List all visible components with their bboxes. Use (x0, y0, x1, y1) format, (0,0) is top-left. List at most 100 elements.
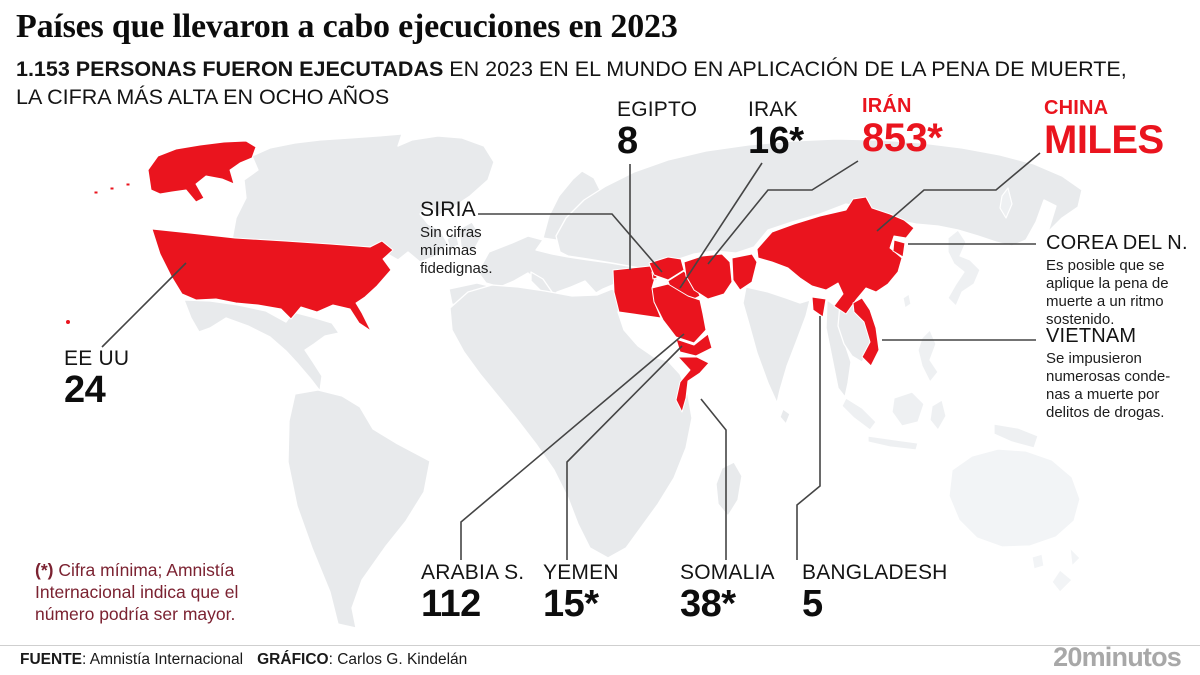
connector-irak (679, 162, 763, 289)
footer-credits: FUENTE: Amnistía Internacional GRÁFICO: C… (20, 651, 467, 669)
landmass-tasmania (1031, 553, 1045, 570)
country-aleutians-1 (93, 190, 99, 195)
landmass-sumatra (841, 397, 877, 431)
country-vietnam (852, 297, 880, 367)
landmass-south-america (287, 389, 431, 629)
callout-egipto: EGIPTO 8 (617, 98, 698, 163)
connector-somalia (700, 398, 727, 560)
page-subtitle: 1.153 PERSONAS FUERON EJECUTADAS EN 2023… (16, 56, 1127, 112)
footer-divider (0, 645, 1200, 646)
callout-eeuu: EE UU 24 (64, 347, 130, 412)
callout-eeuu-value: 24 (64, 369, 106, 412)
landmass-java (867, 435, 919, 451)
callout-somalia-name: SOMALIA (680, 561, 775, 584)
graphic-value: : Carlos G. Kindelán (328, 651, 468, 668)
country-alaska (147, 140, 257, 203)
landmass-philippines (917, 329, 939, 383)
callout-vietnam: VIETNAM Se impusieron numerosas conde- n… (1046, 326, 1170, 422)
country-usa (151, 228, 394, 332)
connector-iran (707, 160, 859, 265)
connector-eeuu (101, 262, 187, 348)
country-iran (683, 253, 733, 300)
landmass-madagascar (715, 461, 743, 517)
callout-irak: IRAK 16* (748, 98, 804, 163)
connector-bangladesh (796, 316, 821, 560)
graphic-label: GRÁFICO (257, 651, 329, 668)
country-aleutians-3 (125, 182, 131, 187)
callout-bangladesh-name: BANGLADESH (802, 561, 948, 584)
country-aleutians-2 (109, 186, 115, 191)
callout-china: CHINA MILES (1044, 98, 1164, 161)
subtitle-line2: LA CIFRA MÁS ALTA EN OCHO AÑOS (16, 84, 390, 109)
callout-bangladesh: BANGLADESH 5 (802, 561, 948, 626)
connector-arabia (460, 333, 685, 560)
callout-corea: COREA DEL N. Es posible que se aplique l… (1046, 233, 1188, 329)
source-label: FUENTE (20, 651, 82, 668)
landmass-new-guinea (993, 423, 1039, 449)
callout-eeuu-name: EE UU (64, 347, 130, 370)
country-china (756, 196, 915, 315)
country-hawaii (65, 319, 71, 325)
subtitle-bold: 1.153 PERSONAS FUERON EJECUTADAS (16, 57, 444, 81)
country-north-korea (892, 239, 906, 258)
landmass-borneo (891, 391, 925, 427)
callout-iran: IRÁN 853* (862, 95, 943, 160)
connector-siria (478, 213, 663, 273)
callout-siria: SIRIA Sin cifras mínimas fidedignas. (420, 198, 493, 278)
callout-corea-note: Es posible que se aplique la pena de mue… (1046, 257, 1169, 328)
country-syria (648, 256, 685, 281)
landmass-ireland (446, 232, 460, 250)
landmass-taiwan (902, 293, 912, 309)
callout-egipto-name: EGIPTO (617, 98, 698, 121)
landmass-sulawesi (929, 399, 947, 431)
country-saudi-arabia (651, 283, 707, 344)
country-bangladesh (811, 296, 827, 318)
connector-china (876, 152, 1041, 232)
landmass-uk (458, 221, 482, 253)
callout-yemen-name: YEMEN (543, 561, 619, 584)
footnote-text: Cifra mínima; Amnistía Internacional ind… (35, 560, 239, 624)
callout-irak-value: 16* (748, 120, 804, 163)
callout-siria-note: Sin cifras mínimas fidedignas. (420, 224, 493, 278)
country-yemen (675, 333, 713, 357)
callout-iran-value: 853* (862, 116, 943, 160)
source-value: : Amnistía Internacional (82, 651, 244, 668)
landmass-japan (947, 229, 981, 307)
subtitle-line1: 1.153 PERSONAS FUERON EJECUTADAS EN 2023… (16, 56, 1127, 84)
landmass-new-zealand-north (1069, 547, 1081, 567)
landmass-sakhalin (999, 187, 1013, 219)
callout-somalia: SOMALIA 38* (680, 561, 775, 626)
page-title: Países que llevaron a cabo ejecuciones e… (16, 8, 678, 45)
landmass-africa (449, 284, 693, 559)
callout-bangladesh-value: 5 (802, 583, 823, 626)
landmass-india (742, 286, 811, 404)
callout-corea-name: COREA DEL N. (1046, 232, 1188, 254)
callout-somalia-value: 38* (680, 583, 736, 626)
callout-arabia-value: 112 (421, 583, 481, 626)
callout-china-name: CHINA (1044, 97, 1109, 119)
landmass-mexico-central-america (183, 299, 340, 392)
callout-vietnam-note: Se impusieron numerosas conde- nas a mue… (1046, 350, 1171, 421)
country-afghanistan (731, 253, 758, 291)
subtitle-rest: EN 2023 EN EL MUNDO EN APLICACIÓN DE LA … (443, 57, 1127, 81)
landmass-sri-lanka (779, 408, 791, 425)
callout-arabia: ARABIA S. 112 (421, 561, 525, 626)
callout-yemen: YEMEN 15* (543, 561, 619, 626)
callout-yemen-value: 15* (543, 583, 599, 626)
footnote: (*) Cifra mínima; Amnistía Internacional… (35, 560, 260, 626)
callout-siria-name: SIRIA (420, 198, 476, 221)
callout-vietnam-name: VIETNAM (1046, 325, 1137, 347)
landmass-new-zealand-south (1051, 569, 1073, 593)
connector-yemen (566, 345, 683, 560)
country-somalia (675, 356, 710, 413)
footnote-marker: (*) (35, 560, 54, 580)
callout-china-value: MILES (1044, 118, 1164, 162)
landmass-asia-russia (555, 138, 1083, 269)
callout-iran-name: IRÁN (862, 95, 912, 117)
brand-logo: 20minutos (1053, 642, 1182, 672)
callout-irak-name: IRAK (748, 98, 798, 121)
callout-arabia-name: ARABIA S. (421, 561, 525, 584)
callout-egipto-value: 8 (617, 120, 638, 163)
